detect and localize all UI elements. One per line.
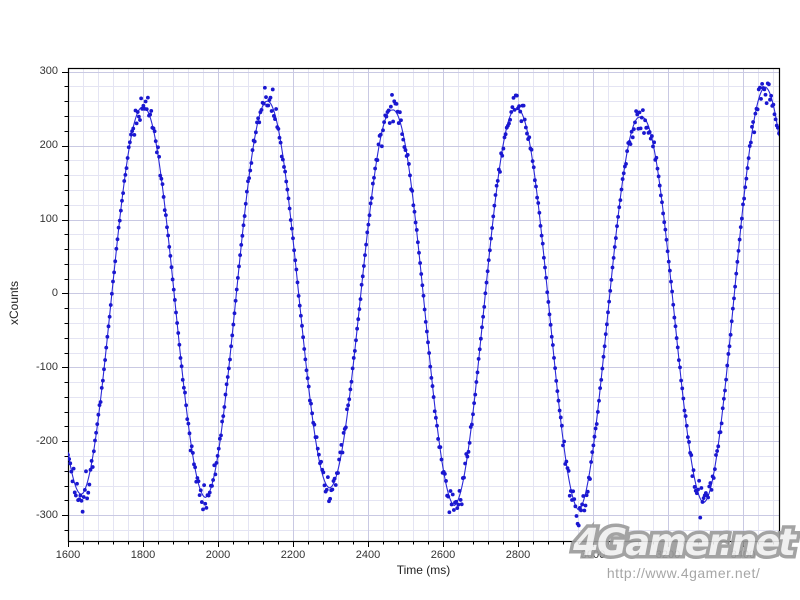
y-tick-label: 100 [39, 213, 58, 225]
x-tick-label: 2600 [430, 549, 456, 561]
x-tick-label: 2400 [355, 549, 381, 561]
y-tick-label: -200 [35, 434, 58, 447]
x-tick-label: 3200 [655, 549, 681, 561]
y-tick-label: 0 [51, 286, 58, 299]
y-tick-label: 200 [39, 139, 58, 152]
x-tick-label: 1800 [130, 549, 156, 561]
x-tick-label: 2200 [280, 549, 306, 561]
x-tick-label: 3000 [580, 549, 606, 561]
y-tick-label: -100 [35, 360, 58, 373]
y-tick-label: 300 [39, 65, 58, 78]
y-axis-label: xCounts [7, 280, 21, 326]
y-tick-label: -300 [35, 508, 58, 521]
x-axis-label: Time (ms) [396, 563, 451, 577]
x-tick-label: 1600 [55, 549, 81, 561]
x-tick-label: 2800 [505, 549, 531, 561]
x-tick-label: 3400 [730, 549, 756, 561]
x-tick-label: 2000 [205, 549, 231, 561]
